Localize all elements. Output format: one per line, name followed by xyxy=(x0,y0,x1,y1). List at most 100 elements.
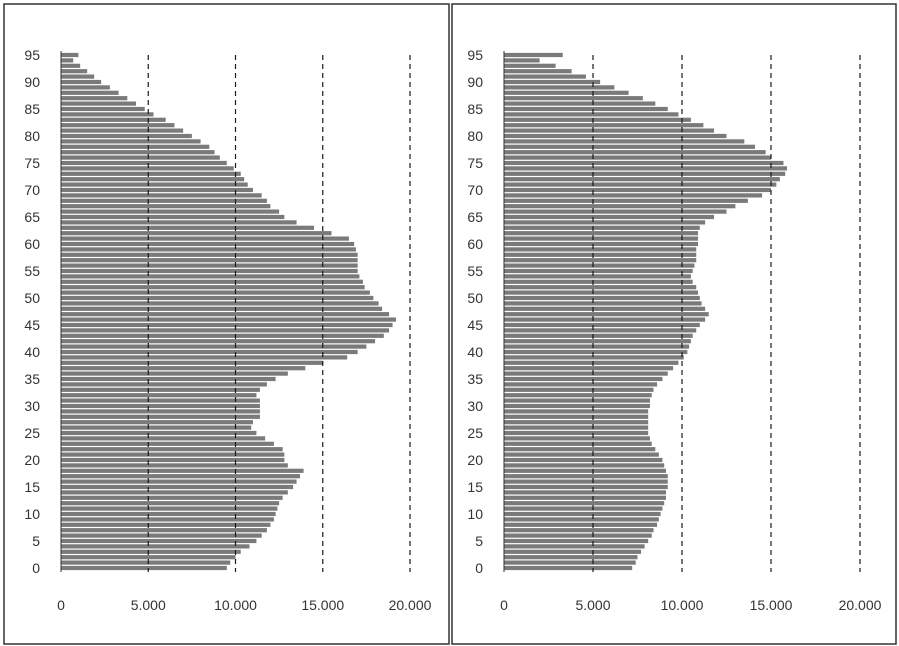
bar-age-88 xyxy=(61,90,119,95)
y-tick-label: 0 xyxy=(32,560,40,576)
bar-age-17 xyxy=(61,474,301,479)
x-tick-label: 15.000 xyxy=(301,597,344,613)
bar-age-14 xyxy=(61,490,288,495)
bar-age-43 xyxy=(504,333,693,338)
bar-age-83 xyxy=(504,117,691,122)
y-tick-label: 85 xyxy=(24,101,40,117)
y-tick-label: 50 xyxy=(467,290,483,306)
bar-age-0 xyxy=(61,565,227,571)
bar-age-31 xyxy=(504,398,650,403)
bar-age-43 xyxy=(61,333,384,338)
bar-age-67 xyxy=(504,204,736,209)
bar-age-63 xyxy=(61,225,315,230)
y-tick-label: 65 xyxy=(467,209,483,225)
bar-age-55 xyxy=(61,268,358,274)
bar-age-15 xyxy=(504,484,668,490)
y-tick-label: 90 xyxy=(24,74,40,90)
bar-age-12 xyxy=(61,501,280,506)
bar-age-53 xyxy=(504,279,693,284)
bar-age-25 xyxy=(61,430,257,436)
y-tick-label: 45 xyxy=(24,317,40,333)
bar-age-69 xyxy=(61,193,262,198)
y-tick-label: 35 xyxy=(24,371,40,387)
bar-age-21 xyxy=(61,452,285,457)
bar-age-62 xyxy=(504,231,699,236)
bar-age-78 xyxy=(61,144,210,149)
bar-age-21 xyxy=(504,452,659,457)
x-tick-label: 20.000 xyxy=(839,597,882,613)
x-tick-label: 5.000 xyxy=(575,597,610,613)
y-tick-label: 5 xyxy=(32,533,40,549)
bar-age-17 xyxy=(504,474,668,479)
bar-age-9 xyxy=(61,517,274,522)
y-tick-label: 65 xyxy=(24,209,40,225)
bar-age-63 xyxy=(504,225,700,230)
y-tick-label: 15 xyxy=(24,479,40,495)
y-tick-label: 80 xyxy=(467,128,483,144)
bar-age-59 xyxy=(61,247,356,252)
bar-age-64 xyxy=(504,220,706,225)
bar-age-89 xyxy=(61,85,110,90)
bar-age-85 xyxy=(61,106,145,112)
bar-age-94 xyxy=(504,58,540,63)
y-tick-label: 0 xyxy=(475,560,483,576)
bar-age-77 xyxy=(504,150,766,155)
bar-age-18 xyxy=(61,468,304,473)
bar-age-25 xyxy=(504,430,649,436)
bar-age-56 xyxy=(61,263,358,268)
y-tick-label: 55 xyxy=(467,263,483,279)
bar-age-64 xyxy=(61,220,297,225)
left-population-chart: 0 5 10 15 20 25 30 35 40 45 50 55 60 65 70 75 80 85 90 95 0 5… xyxy=(24,47,431,613)
bar-age-58 xyxy=(61,252,358,257)
y-tick-label: 25 xyxy=(467,425,483,441)
bar-age-58 xyxy=(504,252,697,257)
bar-age-28 xyxy=(504,414,649,419)
bar-age-60 xyxy=(504,241,699,247)
bar-age-34 xyxy=(504,382,658,387)
bar-age-39 xyxy=(504,355,684,360)
bar-age-42 xyxy=(504,339,691,344)
bar-age-84 xyxy=(504,112,679,117)
bar-age-19 xyxy=(504,463,665,468)
bar-age-16 xyxy=(61,479,297,484)
bar-age-44 xyxy=(504,328,697,333)
bar-age-50 xyxy=(504,295,700,301)
y-tick-label: 70 xyxy=(467,182,483,198)
bar-age-3 xyxy=(61,549,241,554)
bar-age-69 xyxy=(504,193,763,198)
bar-age-29 xyxy=(61,409,260,414)
bar-age-37 xyxy=(504,366,674,371)
bar-age-57 xyxy=(61,258,358,263)
bar-age-51 xyxy=(61,290,370,295)
bar-age-38 xyxy=(61,360,323,365)
y-tick-label: 90 xyxy=(467,74,483,90)
bar-age-84 xyxy=(61,112,154,117)
bar-age-45 xyxy=(61,322,393,328)
y-tick-label: 60 xyxy=(467,236,483,252)
bar-age-49 xyxy=(504,301,702,306)
bar-age-23 xyxy=(61,441,274,446)
bar-age-34 xyxy=(61,382,267,387)
bar-age-67 xyxy=(61,204,271,209)
bar-age-10 xyxy=(61,511,276,517)
bar-age-55 xyxy=(504,268,693,274)
bar-age-86 xyxy=(61,101,137,106)
y-tick-label: 30 xyxy=(467,398,483,414)
bar-age-60 xyxy=(61,241,355,247)
bar-age-20 xyxy=(61,457,285,463)
bar-age-28 xyxy=(61,414,260,419)
y-tick-label: 55 xyxy=(24,263,40,279)
bar-age-91 xyxy=(504,74,586,79)
bar-age-8 xyxy=(61,522,271,527)
bar-age-19 xyxy=(61,463,288,468)
bar-age-47 xyxy=(61,312,390,317)
y-tick-label: 95 xyxy=(467,47,483,63)
bar-age-12 xyxy=(504,501,665,506)
bar-age-33 xyxy=(61,387,260,392)
bar-age-7 xyxy=(504,528,654,533)
x-tick-label: 5.000 xyxy=(131,597,166,613)
bar-age-71 xyxy=(61,182,248,187)
bar-age-36 xyxy=(61,371,288,376)
bar-age-61 xyxy=(61,236,349,241)
